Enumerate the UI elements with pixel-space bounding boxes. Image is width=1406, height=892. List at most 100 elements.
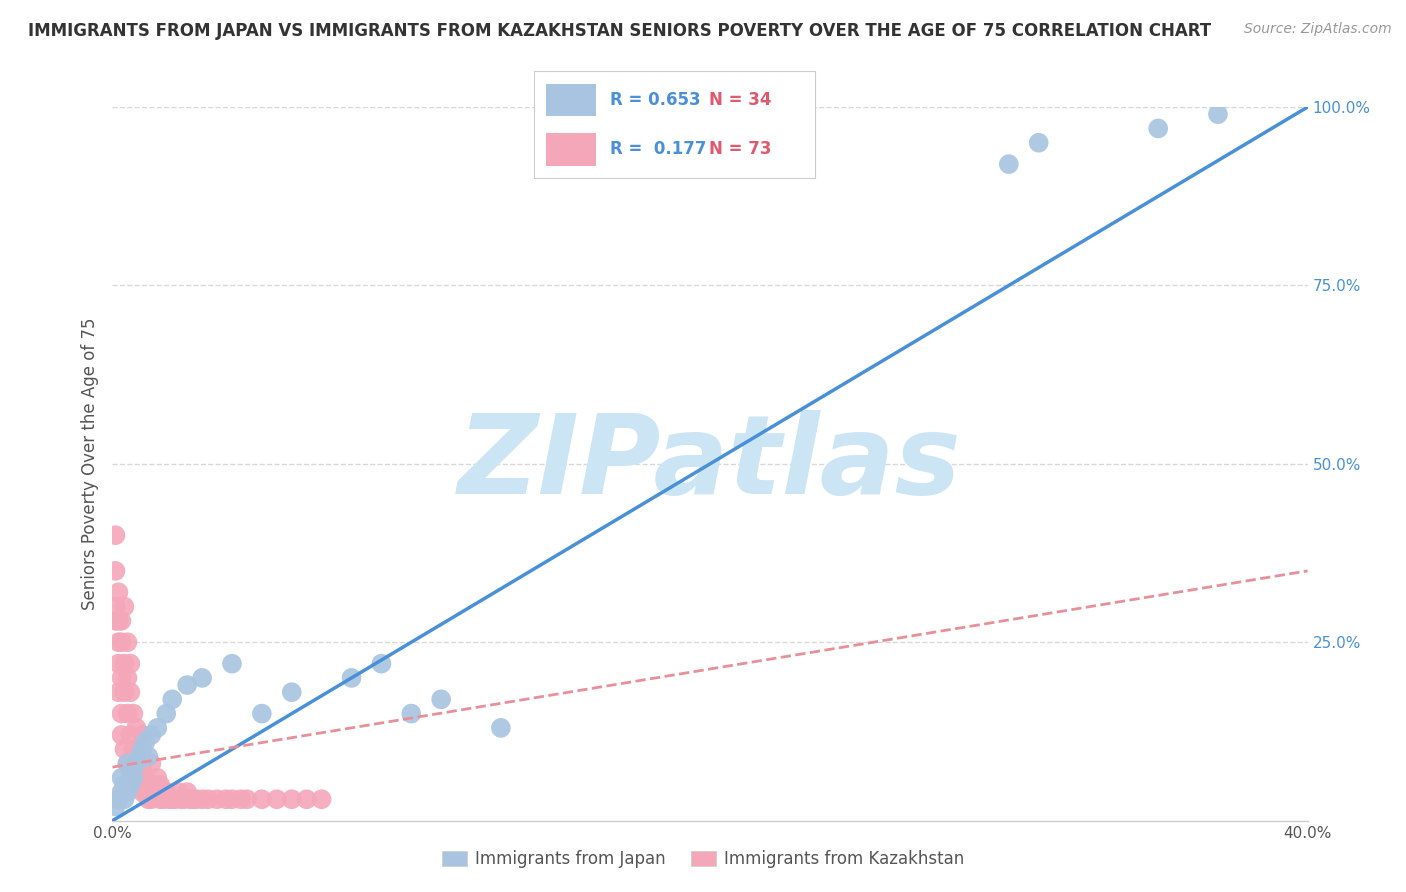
Legend: Immigrants from Japan, Immigrants from Kazakhstan: Immigrants from Japan, Immigrants from K…: [434, 844, 972, 875]
Point: [146, 771, 169, 785]
Point: [146, 721, 169, 735]
Point: [281, 792, 304, 806]
Point: [117, 785, 139, 799]
Point: [152, 785, 174, 799]
Point: [114, 792, 135, 806]
Point: [110, 785, 132, 799]
Point: [311, 792, 333, 806]
Text: N = 73: N = 73: [709, 141, 770, 159]
Point: [170, 792, 193, 806]
Point: [107, 614, 129, 628]
Point: [131, 728, 153, 742]
Point: [165, 792, 187, 806]
Point: [181, 792, 204, 806]
Point: [107, 685, 129, 699]
Point: [266, 792, 288, 806]
Point: [152, 792, 174, 806]
Point: [128, 756, 150, 771]
Point: [114, 778, 135, 792]
Point: [205, 792, 228, 806]
Point: [125, 721, 148, 735]
Point: [215, 792, 238, 806]
Point: [122, 706, 145, 721]
Point: [176, 785, 198, 799]
Text: R = 0.653: R = 0.653: [610, 91, 700, 109]
Point: [157, 792, 180, 806]
Point: [221, 792, 243, 806]
Point: [141, 728, 163, 742]
Point: [110, 671, 132, 685]
Point: [104, 564, 127, 578]
Point: [489, 721, 512, 735]
Point: [104, 799, 127, 814]
Point: [141, 792, 163, 806]
Point: [250, 706, 273, 721]
Text: R =  0.177: R = 0.177: [610, 141, 707, 159]
Point: [125, 756, 148, 771]
Point: [114, 657, 135, 671]
Bar: [546, 84, 596, 116]
Point: [138, 792, 160, 806]
Text: N = 34: N = 34: [709, 91, 770, 109]
Point: [281, 685, 304, 699]
Point: [236, 792, 259, 806]
Point: [162, 692, 183, 706]
Point: [104, 599, 127, 614]
Point: [120, 657, 142, 671]
Point: [117, 635, 139, 649]
Point: [143, 778, 166, 792]
Point: [114, 599, 135, 614]
Point: [107, 635, 129, 649]
Point: [117, 706, 139, 721]
Point: [122, 771, 145, 785]
Point: [191, 792, 214, 806]
Point: [117, 756, 139, 771]
Point: [401, 706, 423, 721]
Point: [104, 614, 127, 628]
Point: [110, 635, 132, 649]
Point: [134, 771, 156, 785]
Text: ZIPatlas: ZIPatlas: [458, 410, 962, 517]
Point: [131, 785, 153, 799]
Point: [221, 657, 243, 671]
Point: [117, 671, 139, 685]
Point: [162, 792, 183, 806]
Point: [107, 792, 129, 806]
Point: [120, 764, 142, 778]
Point: [110, 706, 132, 721]
Point: [134, 785, 156, 799]
Point: [295, 792, 318, 806]
Point: [149, 792, 172, 806]
Point: [120, 778, 142, 792]
Point: [120, 728, 142, 742]
Point: [191, 671, 214, 685]
Point: [197, 792, 219, 806]
Point: [430, 692, 453, 706]
Point: [138, 749, 160, 764]
Point: [120, 685, 142, 699]
Point: [179, 792, 201, 806]
Point: [117, 756, 139, 771]
Point: [125, 771, 148, 785]
Point: [340, 671, 363, 685]
Point: [107, 585, 129, 599]
Point: [128, 749, 150, 764]
Point: [104, 528, 127, 542]
Bar: [546, 134, 596, 166]
Point: [173, 792, 195, 806]
Point: [229, 792, 252, 806]
Point: [134, 735, 156, 749]
Y-axis label: Seniors Poverty Over the Age of 75: Seniors Poverty Over the Age of 75: [80, 318, 98, 610]
Point: [186, 792, 208, 806]
Text: Source: ZipAtlas.com: Source: ZipAtlas.com: [1244, 22, 1392, 37]
Point: [155, 785, 177, 799]
Point: [370, 657, 392, 671]
Point: [120, 756, 142, 771]
Point: [167, 785, 190, 799]
Point: [114, 742, 135, 756]
Point: [107, 657, 129, 671]
Point: [122, 764, 145, 778]
Point: [176, 678, 198, 692]
Point: [128, 778, 150, 792]
Point: [131, 764, 153, 778]
